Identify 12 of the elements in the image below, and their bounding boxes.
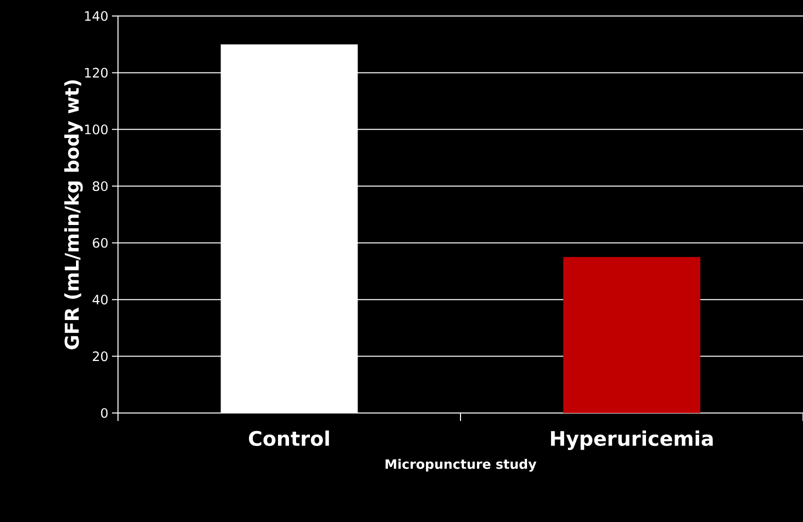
y-tick-label: 40 [92, 294, 108, 304]
y-tick-label: 20 [92, 351, 108, 362]
y-tick-label: 140 [85, 11, 108, 21]
y-tick-label: 0 [101, 408, 108, 418]
y-tick-label: 120 [85, 68, 108, 78]
y-tick-label: 60 [92, 238, 108, 248]
y-axis-title: GFR (mL/min/kg body wt) [64, 80, 83, 350]
x-axis-title: Micropuncture study [386, 458, 536, 472]
y-tick-label: 100 [85, 124, 108, 134]
x-tick-label: Hyperuricemia [551, 430, 713, 450]
y-tick-label: 80 [92, 181, 108, 192]
x-tick-label: Control [248, 430, 329, 446]
